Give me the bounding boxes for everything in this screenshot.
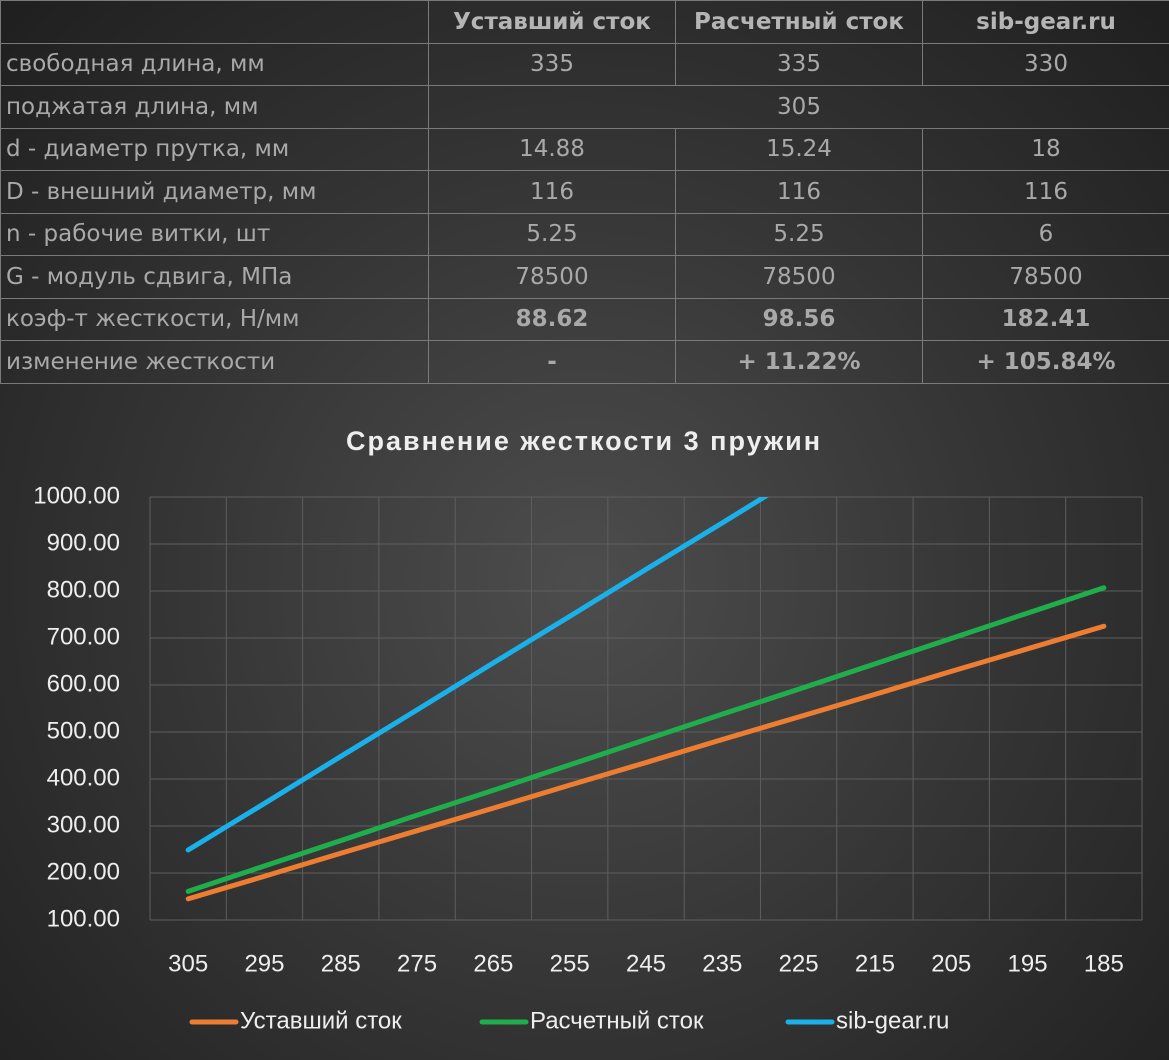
y-tick-label: 500.00: [47, 717, 120, 744]
cell: 182.41: [922, 297, 1169, 341]
header-row: Уставший сток Расчетный сток sib-gear.ru: [0, 0, 1169, 44]
table-row: D - внешний диаметр, мм 116 116 116: [0, 170, 1169, 214]
row-label: D - внешний диаметр, мм: [0, 170, 429, 214]
row-label: изменение жесткости: [0, 340, 429, 384]
legend-label: Уставший сток: [240, 1007, 402, 1034]
y-tick-label: 300.00: [47, 811, 120, 838]
table-row: поджатая длина, мм 305: [0, 85, 1169, 129]
cell: 14.88: [428, 127, 676, 171]
row-label: G - модуль сдвига, МПа: [0, 255, 429, 299]
legend-label: Расчетный сток: [530, 1007, 704, 1034]
cell: 116: [428, 170, 676, 214]
cell: 78500: [428, 255, 676, 299]
cell: 78500: [922, 255, 1169, 299]
x-tick-label: 295: [244, 950, 284, 977]
cell: + 11.22%: [675, 340, 923, 384]
x-tick-label: 185: [1084, 950, 1124, 977]
cell: 6: [922, 212, 1169, 256]
x-tick-label: 305: [168, 950, 208, 977]
y-tick-label: 900.00: [47, 529, 120, 556]
column-header: Уставший сток: [428, 0, 676, 44]
cell: 18: [922, 127, 1169, 171]
row-label: n - рабочие витки, шт: [0, 212, 429, 256]
cell: 305: [428, 85, 1169, 129]
cell: 335: [675, 42, 923, 86]
x-tick-label: 205: [931, 950, 971, 977]
chart: Сравнение жесткости 3 пружин 100.00 200.0…: [33, 426, 1143, 1034]
spec-table: Уставший сток Расчетный сток sib-gear.ru…: [0, 0, 1169, 384]
x-tick-label: 235: [702, 950, 742, 977]
row-label: d - диаметр прутка, мм: [0, 127, 429, 171]
x-tick-label: 255: [550, 950, 590, 977]
cell: 15.24: [675, 127, 923, 171]
y-tick-label: 200.00: [47, 858, 120, 885]
y-tick-label: 700.00: [47, 623, 120, 650]
corner-cell: [0, 0, 429, 44]
legend-label: sib-gear.ru: [836, 1007, 949, 1034]
y-tick-label: 400.00: [47, 764, 120, 791]
cell: 88.62: [428, 297, 676, 341]
cell: 5.25: [675, 212, 923, 256]
table-row: изменение жесткости - + 11.22% + 105.84%: [0, 340, 1169, 384]
y-tick-label: 1000.00: [33, 482, 120, 509]
table-row: d - диаметр прутка, мм 14.88 15.24 18: [0, 127, 1169, 171]
x-tick-label: 275: [397, 950, 437, 977]
y-tick-label: 100.00: [47, 905, 120, 932]
x-tick-label: 215: [855, 950, 895, 977]
row-label: коэф-т жесткости, Н/мм: [0, 297, 429, 341]
x-tick-label: 265: [473, 950, 513, 977]
series-line: [185, 497, 770, 853]
series-line: [185, 623, 1107, 902]
cell: 78500: [675, 255, 923, 299]
y-tick-label: 800.00: [47, 576, 120, 603]
table-row: коэф-т жесткости, Н/мм 88.62 98.56 182.41: [0, 297, 1169, 341]
row-label: поджатая длина, мм: [0, 85, 429, 129]
table-row: G - модуль сдвига, МПа 78500 78500 78500: [0, 255, 1169, 299]
chart-title: Сравнение жесткости 3 пружин: [346, 426, 822, 456]
series-line: [185, 585, 1107, 894]
cell: 330: [922, 42, 1169, 86]
column-header: Расчетный сток: [675, 0, 923, 44]
cell: 335: [428, 42, 676, 86]
table-row: n - рабочие витки, шт 5.25 5.25 6: [0, 212, 1169, 256]
cell: 116: [922, 170, 1169, 214]
cell: 98.56: [675, 297, 923, 341]
x-tick-label: 195: [1008, 950, 1048, 977]
plot-area: [149, 496, 1143, 921]
row-label: свободная длина, мм: [0, 42, 429, 86]
cell: + 105.84%: [922, 340, 1169, 384]
cell: 5.25: [428, 212, 676, 256]
table-row: свободная длина, мм 335 335 330: [0, 42, 1169, 86]
cell: 116: [675, 170, 923, 214]
y-tick-label: 600.00: [47, 670, 120, 697]
x-tick-label: 225: [779, 950, 819, 977]
x-tick-label: 285: [321, 950, 361, 977]
table-body: свободная длина, мм 335 335 330 поджатая дли…: [0, 42, 1169, 384]
x-tick-label: 245: [626, 950, 666, 977]
column-header: sib-gear.ru: [922, 0, 1169, 44]
cell: -: [428, 340, 676, 384]
